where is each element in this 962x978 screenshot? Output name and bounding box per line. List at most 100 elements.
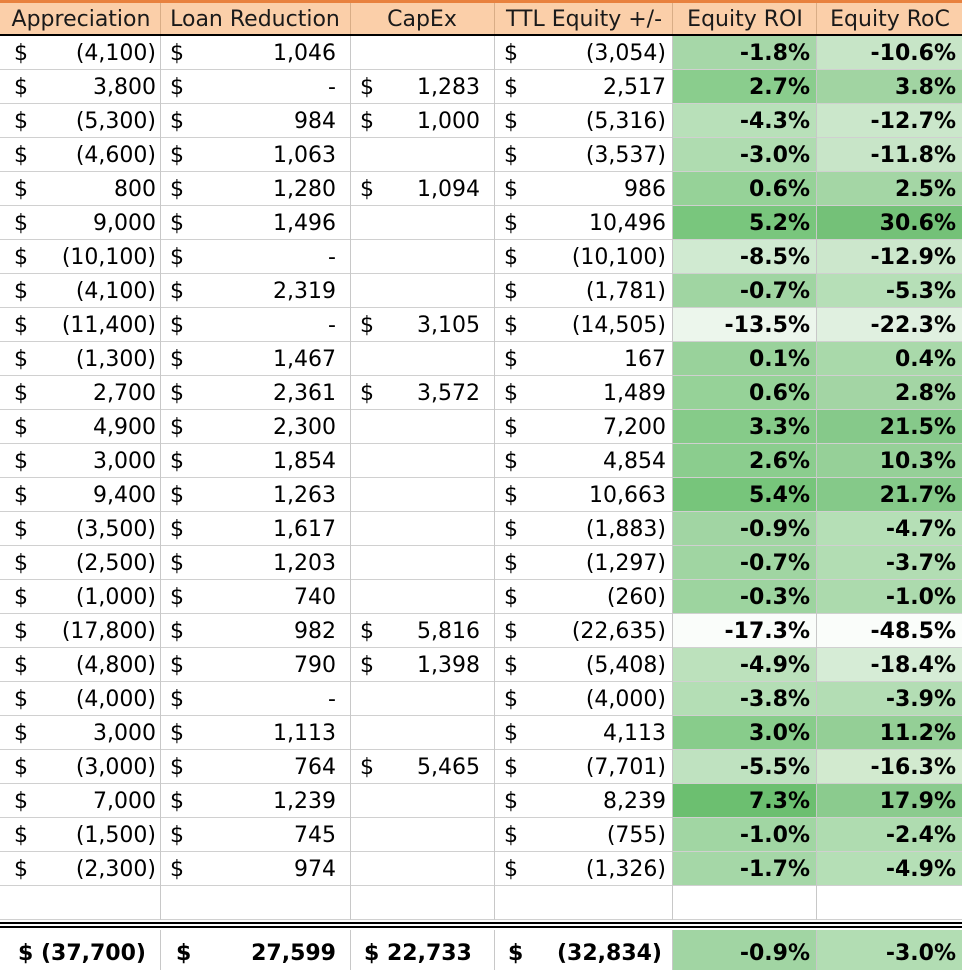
capex-cell[interactable]: [390, 36, 480, 69]
capex-cell[interactable]: [390, 546, 480, 579]
ttl-equity-cell[interactable]: (1,297): [585, 551, 666, 576]
equity-roi-cell[interactable]: -17.3%: [672, 614, 816, 647]
capex-cell[interactable]: [390, 580, 480, 613]
equity-roc-cell[interactable]: -4.7%: [817, 512, 962, 545]
ttl-equity-cell[interactable]: (1,326): [585, 857, 666, 882]
equity-roc-cell[interactable]: -16.3%: [817, 750, 962, 783]
capex-cell[interactable]: [390, 784, 480, 817]
equity-roi-cell[interactable]: 3.0%: [672, 716, 816, 749]
ttl-equity-cell[interactable]: (3,537): [585, 143, 666, 168]
loan-reduction-cell[interactable]: 2,319: [273, 279, 336, 304]
total-appreciation-cell[interactable]: $ (37,700): [18, 941, 146, 966]
ttl-equity-cell[interactable]: 4,113: [603, 721, 666, 746]
loan-reduction-cell[interactable]: 1,239: [273, 789, 336, 814]
appreciation-cell[interactable]: (1,000): [75, 585, 156, 610]
appreciation-cell[interactable]: 7,000: [93, 789, 156, 814]
equity-roc-cell[interactable]: 2.8%: [817, 376, 962, 409]
equity-roc-cell[interactable]: -11.8%: [817, 138, 962, 171]
ttl-equity-cell[interactable]: (1,781): [585, 279, 666, 304]
ttl-equity-cell[interactable]: (4,000): [585, 687, 666, 712]
equity-roi-cell[interactable]: -1.8%: [672, 36, 816, 69]
ttl-equity-cell[interactable]: (1,883): [585, 517, 666, 542]
appreciation-cell[interactable]: 3,000: [93, 721, 156, 746]
header-equity-roc[interactable]: Equity RoC: [830, 7, 950, 32]
loan-reduction-cell[interactable]: 1,280: [273, 177, 336, 202]
equity-roc-cell[interactable]: -18.4%: [817, 648, 962, 681]
capex-cell[interactable]: 1,398: [417, 653, 480, 678]
equity-roc-cell[interactable]: 21.5%: [817, 410, 962, 443]
equity-roc-cell[interactable]: 21.7%: [817, 478, 962, 511]
appreciation-cell[interactable]: (3,000): [75, 755, 156, 780]
equity-roc-cell[interactable]: 10.3%: [817, 444, 962, 477]
total-ttl-equity-cell[interactable]: (32,834): [556, 941, 662, 966]
ttl-equity-cell[interactable]: 2,517: [603, 75, 666, 100]
empty-row[interactable]: [0, 886, 962, 920]
equity-roc-cell[interactable]: 17.9%: [817, 784, 962, 817]
equity-roi-cell[interactable]: 0.1%: [672, 342, 816, 375]
appreciation-cell[interactable]: (11,400): [61, 313, 156, 338]
capex-cell[interactable]: [390, 852, 480, 885]
ttl-equity-cell[interactable]: 7,200: [603, 415, 666, 440]
equity-roc-cell[interactable]: 11.2%: [817, 716, 962, 749]
loan-reduction-cell[interactable]: 1,113: [273, 721, 336, 746]
equity-roc-cell[interactable]: -4.9%: [817, 852, 962, 885]
equity-roi-cell[interactable]: 0.6%: [672, 172, 816, 205]
equity-roi-cell[interactable]: -4.9%: [672, 648, 816, 681]
capex-cell[interactable]: [390, 682, 480, 715]
equity-roc-cell[interactable]: -22.3%: [817, 308, 962, 341]
loan-reduction-cell[interactable]: -: [328, 687, 336, 712]
capex-cell[interactable]: [390, 478, 480, 511]
equity-roi-cell[interactable]: -1.7%: [672, 852, 816, 885]
loan-reduction-cell[interactable]: 984: [294, 109, 336, 134]
capex-cell[interactable]: [390, 240, 480, 273]
equity-roc-cell[interactable]: -3.7%: [817, 546, 962, 579]
capex-cell[interactable]: 1,000: [417, 109, 480, 134]
total-equity-roc-cell[interactable]: -3.0%: [817, 930, 962, 970]
equity-roi-cell[interactable]: -0.3%: [672, 580, 816, 613]
capex-cell[interactable]: 3,572: [417, 381, 480, 406]
capex-cell[interactable]: 5,816: [417, 619, 480, 644]
capex-cell[interactable]: [390, 274, 480, 307]
ttl-equity-cell[interactable]: (10,100): [571, 245, 666, 270]
header-appreciation[interactable]: Appreciation: [11, 7, 151, 32]
equity-roi-cell[interactable]: 7.3%: [672, 784, 816, 817]
header-capex[interactable]: CapEx: [387, 7, 457, 32]
loan-reduction-cell[interactable]: 1,496: [273, 211, 336, 236]
ttl-equity-cell[interactable]: 986: [624, 177, 666, 202]
loan-reduction-cell[interactable]: 745: [294, 823, 336, 848]
ttl-equity-cell[interactable]: (22,635): [571, 619, 666, 644]
equity-roi-cell[interactable]: -3.8%: [672, 682, 816, 715]
equity-roc-cell[interactable]: -2.4%: [817, 818, 962, 851]
appreciation-cell[interactable]: (17,800): [61, 619, 156, 644]
equity-roi-cell[interactable]: -1.0%: [672, 818, 816, 851]
capex-cell[interactable]: [390, 342, 480, 375]
equity-roi-cell[interactable]: -13.5%: [672, 308, 816, 341]
capex-cell[interactable]: 1,283: [417, 75, 480, 100]
loan-reduction-cell[interactable]: 790: [294, 653, 336, 678]
appreciation-cell[interactable]: (3,500): [75, 517, 156, 542]
total-loan-reduction-cell[interactable]: 27,599: [251, 941, 336, 966]
equity-roc-cell[interactable]: -12.7%: [817, 104, 962, 137]
appreciation-cell[interactable]: (10,100): [61, 245, 156, 270]
loan-reduction-cell[interactable]: 764: [294, 755, 336, 780]
loan-reduction-cell[interactable]: 1,617: [273, 517, 336, 542]
equity-roi-cell[interactable]: -5.5%: [672, 750, 816, 783]
ttl-equity-cell[interactable]: (5,316): [585, 109, 666, 134]
appreciation-cell[interactable]: (4,600): [75, 143, 156, 168]
appreciation-cell[interactable]: 4,900: [93, 415, 156, 440]
capex-cell[interactable]: 3,105: [417, 313, 480, 338]
total-equity-roi-cell[interactable]: -0.9%: [672, 930, 816, 970]
appreciation-cell[interactable]: 3,800: [93, 75, 156, 100]
ttl-equity-cell[interactable]: (260): [606, 585, 666, 610]
equity-roi-cell[interactable]: -0.7%: [672, 274, 816, 307]
equity-roc-cell[interactable]: 0.4%: [817, 342, 962, 375]
equity-roc-cell[interactable]: -5.3%: [817, 274, 962, 307]
equity-roi-cell[interactable]: 5.4%: [672, 478, 816, 511]
capex-cell[interactable]: [390, 444, 480, 477]
loan-reduction-cell[interactable]: 1,046: [273, 41, 336, 66]
loan-reduction-cell[interactable]: 982: [294, 619, 336, 644]
loan-reduction-cell[interactable]: -: [328, 245, 336, 270]
appreciation-cell[interactable]: 9,400: [93, 483, 156, 508]
capex-cell[interactable]: 1,094: [417, 177, 480, 202]
appreciation-cell[interactable]: (4,100): [75, 41, 156, 66]
